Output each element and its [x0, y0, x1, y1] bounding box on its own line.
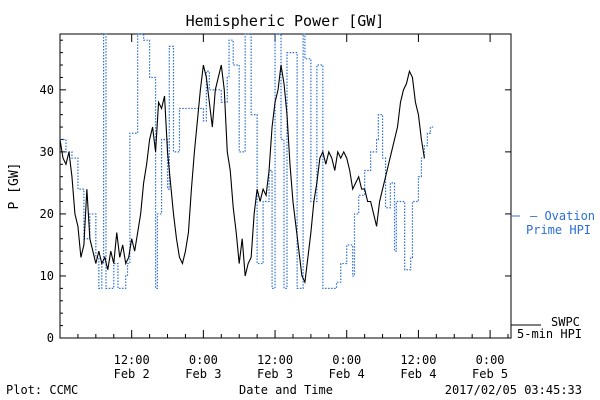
x-tick-time: 12:00 [257, 353, 293, 367]
x-axis-label: Date and Time [239, 383, 333, 397]
x-tick-date: Feb 3 [185, 367, 221, 381]
series-layer [59, 33, 435, 289]
y-tick-label: 40 [40, 83, 54, 97]
x-tick-time: 12:00 [114, 353, 150, 367]
plot-frame [59, 33, 512, 339]
x-tick-time: 12:00 [400, 353, 436, 367]
y-tick-label: 20 [40, 207, 54, 221]
x-tick-time: 0:00 [189, 353, 218, 367]
x-tick-date: Feb 4 [400, 367, 436, 381]
x-tick-date: Feb 3 [257, 367, 293, 381]
y-axis-label: P [GW] [7, 163, 22, 210]
x-tick-time: 0:00 [332, 353, 361, 367]
series-line-ovation-prime [60, 33, 435, 289]
x-tick-time: 0:00 [476, 353, 505, 367]
legend-ovation-line1: — Ovation [530, 209, 595, 223]
y-axis: 0 10 20 30 40 [40, 39, 511, 345]
chart-title: Hemispheric Power [GW] [186, 12, 385, 30]
x-tick-date: Feb 4 [329, 367, 365, 381]
legend-swpc-line2: 5-min HPI [517, 327, 582, 341]
plot-credit: Plot: CCMC [6, 383, 78, 397]
legend-swpc-line1: SWPC [551, 315, 580, 329]
legend-ovation-line2: Prime HPI [526, 223, 591, 237]
y-tick-label: 30 [40, 145, 54, 159]
y-tick-label: 0 [47, 331, 54, 345]
x-tick-date: Feb 5 [472, 367, 508, 381]
y-tick-label: 10 [40, 269, 54, 283]
x-tick-date: Feb 2 [114, 367, 150, 381]
timestamp: 2017/02/05 03:45:33 [445, 383, 582, 397]
series-line-swpc [59, 64, 425, 285]
